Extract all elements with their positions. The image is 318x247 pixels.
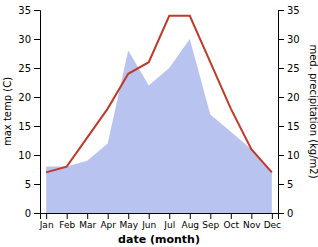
y2-tick-label: 20 <box>287 92 300 103</box>
x-tick: Jun <box>141 213 156 230</box>
y2-tick: 25 <box>278 63 300 74</box>
y2-tick-label: 35 <box>287 5 300 16</box>
y-tick: 0 <box>25 208 40 219</box>
x-axis-title: date (month) <box>118 233 200 246</box>
x-tick-mark <box>210 213 211 219</box>
x-tick-label: May <box>119 220 138 230</box>
y2-axis-title: med. precipitation (kg/m2) <box>308 44 318 178</box>
x-tick-mark <box>108 213 109 219</box>
x-tick-mark <box>231 213 232 219</box>
y2-axis: 0 5 10 15 20 25 30 35 <box>278 5 300 219</box>
y-tick: 10 <box>18 150 40 161</box>
x-tick: Jan <box>39 213 54 230</box>
y2-tick: 35 <box>278 5 300 16</box>
x-tick: Dec <box>264 213 281 230</box>
chart-container: Jan Feb Mar AprMayJun Jul AugSep OctNovDec 0 5 10… <box>0 0 318 247</box>
marks <box>46 16 272 213</box>
x-tick-label: Dec <box>264 220 281 230</box>
y-axis: 0 5 10 15 20 25 30 35 <box>18 5 40 219</box>
y2-axis-line <box>279 11 285 214</box>
x-tick-label: Nov <box>243 220 261 230</box>
y2-tick: 20 <box>278 92 300 103</box>
y-tick-label: 30 <box>18 34 31 45</box>
y-tick-label: 10 <box>18 150 31 161</box>
x-tick-label: Sep <box>202 220 219 230</box>
x-axis-line <box>41 214 279 220</box>
x-tick: May <box>119 213 138 230</box>
x-tick-label: Mar <box>79 220 96 230</box>
y2-tick-mark <box>278 213 284 214</box>
y-tick-mark <box>34 126 40 127</box>
y-tick-mark <box>34 97 40 98</box>
y2-tick-mark <box>278 97 284 98</box>
x-tick: Mar <box>79 213 96 230</box>
x-tick-mark <box>251 213 252 219</box>
y2-tick-mark <box>278 184 284 185</box>
y-tick-mark <box>34 155 40 156</box>
x-tick-label: Apr <box>100 220 116 230</box>
x-tick: Oct <box>224 213 240 230</box>
area <box>46 39 272 213</box>
y2-tick: 15 <box>278 121 300 132</box>
x-tick-mark <box>67 213 68 219</box>
x-tick-label: Aug <box>181 220 199 230</box>
y2-tick-mark <box>278 10 284 11</box>
line <box>46 16 272 173</box>
x-axis: Jan Feb Mar AprMayJun Jul AugSep OctNovDec <box>39 213 281 230</box>
y2-tick-label: 0 <box>287 208 293 219</box>
y-tick: 35 <box>18 5 40 16</box>
y-tick: 5 <box>25 179 40 190</box>
y2-tick-label: 15 <box>287 121 300 132</box>
y-tick-mark <box>34 184 40 185</box>
x-tick: Aug <box>181 213 199 230</box>
y-tick-mark <box>34 213 40 214</box>
x-tick-mark <box>128 213 129 219</box>
y-tick-label: 20 <box>18 92 31 103</box>
plot-area: Jan Feb Mar AprMayJun Jul AugSep OctNovDec 0 5 10… <box>18 5 299 231</box>
x-tick: Sep <box>202 213 219 230</box>
x-tick-label: Jun <box>141 220 156 230</box>
y2-tick-label: 25 <box>287 63 300 74</box>
y2-tick-mark <box>278 39 284 40</box>
y2-tick-mark <box>278 155 284 156</box>
y-tick-mark <box>34 68 40 69</box>
x-tick: Nov <box>243 213 261 230</box>
x-tick-label: Feb <box>59 220 75 230</box>
chart-svg: Jan Feb Mar AprMayJun Jul AugSep OctNovDec 0 5 10… <box>0 0 318 247</box>
x-tick-mark <box>169 213 170 219</box>
y-axis-title: max temp (C) <box>2 77 13 146</box>
y-tick-label: 35 <box>18 5 31 16</box>
y-tick: 30 <box>18 34 40 45</box>
y2-tick-label: 5 <box>287 179 293 190</box>
y2-tick: 5 <box>278 179 293 190</box>
x-tick-mark <box>46 213 47 219</box>
y2-tick: 0 <box>278 208 293 219</box>
y2-tick-label: 10 <box>287 150 300 161</box>
x-tick: Apr <box>100 213 116 230</box>
y-tick-label: 5 <box>25 179 31 190</box>
y-tick-mark <box>34 10 40 11</box>
y2-tick: 10 <box>278 150 300 161</box>
x-tick: Jul <box>163 213 175 230</box>
x-tick-mark <box>87 213 88 219</box>
y2-tick-mark <box>278 126 284 127</box>
y-tick-mark <box>34 39 40 40</box>
y-tick-label: 15 <box>18 121 31 132</box>
x-tick-label: Oct <box>224 220 240 230</box>
y-tick-label: 0 <box>25 208 31 219</box>
y-axis-line <box>34 11 41 214</box>
y-tick-label: 25 <box>18 63 31 74</box>
y2-tick-label: 30 <box>287 34 300 45</box>
x-tick-label: Jan <box>39 220 54 230</box>
x-tick-label: Jul <box>163 220 175 230</box>
y-tick: 15 <box>18 121 40 132</box>
x-tick: Feb <box>59 213 75 230</box>
x-tick-mark <box>190 213 191 219</box>
x-tick-mark <box>272 213 273 219</box>
y-tick: 20 <box>18 92 40 103</box>
y2-tick-mark <box>278 68 284 69</box>
y-tick: 25 <box>18 63 40 74</box>
y2-tick: 30 <box>278 34 300 45</box>
x-tick-mark <box>149 213 150 219</box>
